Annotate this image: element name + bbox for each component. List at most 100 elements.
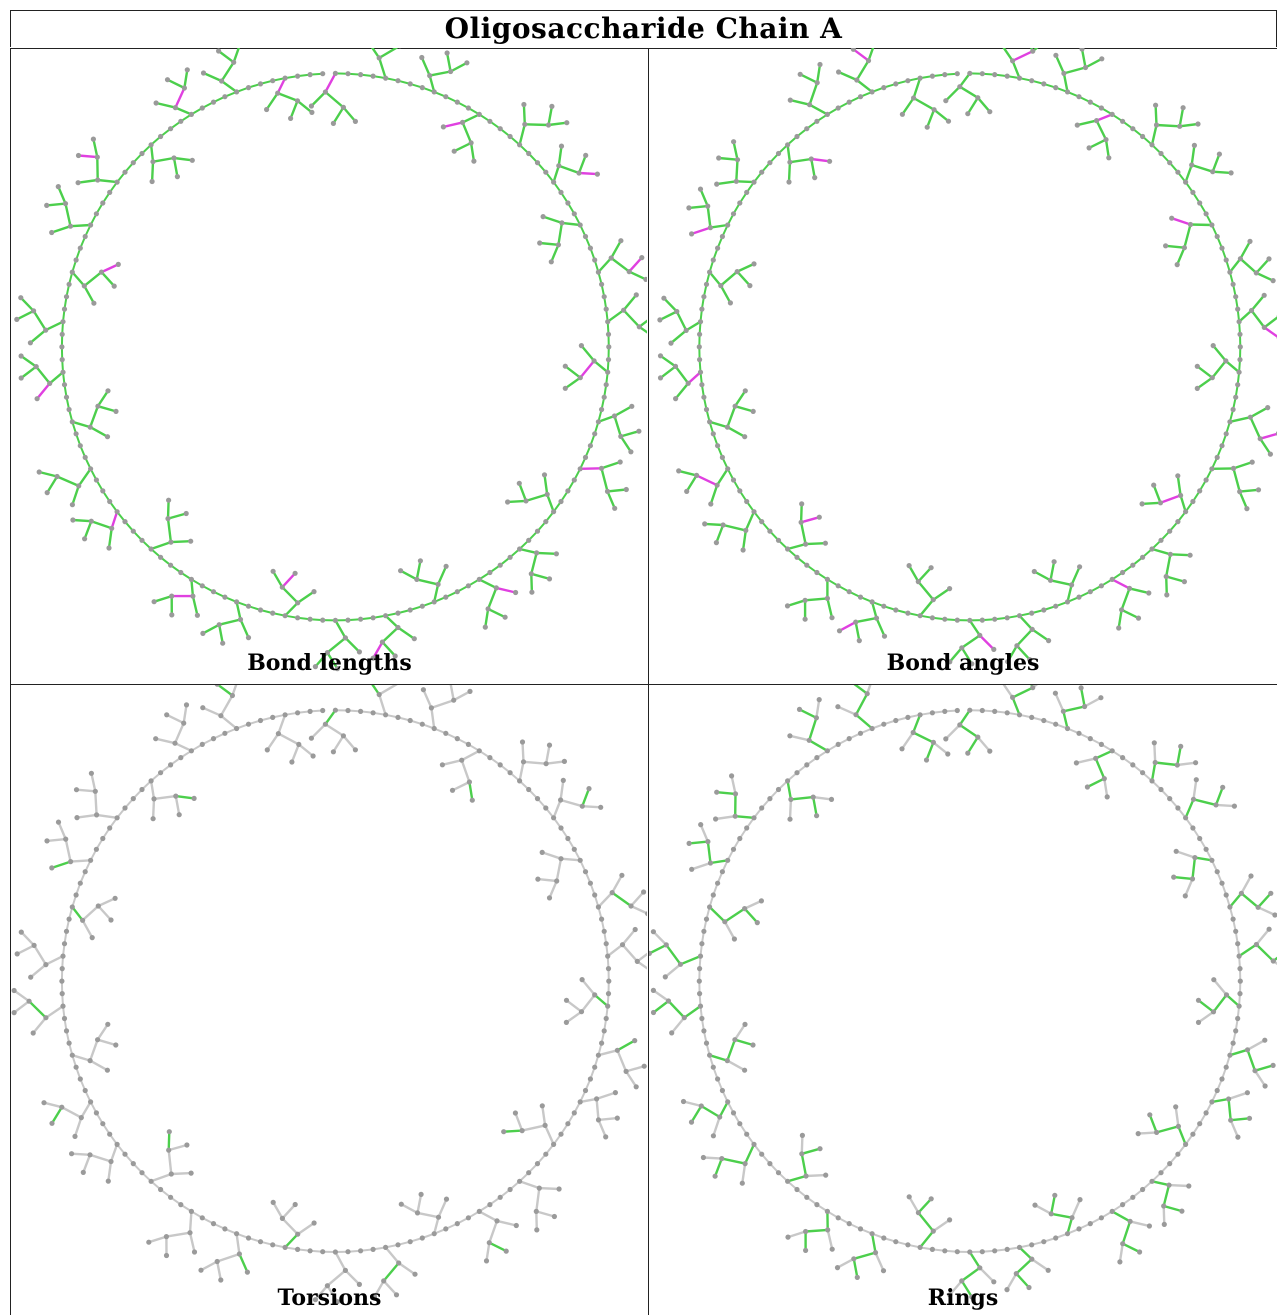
bond (1232, 467, 1241, 493)
atom (95, 403, 101, 409)
bond (1002, 48, 1014, 63)
atom (822, 540, 828, 546)
atom (558, 143, 565, 149)
atom (701, 928, 707, 934)
bond (1118, 1242, 1124, 1264)
atom (1266, 256, 1272, 262)
bond (687, 204, 709, 210)
bond (675, 310, 688, 332)
atom (1052, 690, 1058, 696)
panel-bond-angles: Bond angles (648, 48, 1277, 684)
atom (72, 1133, 78, 1139)
bond (1228, 1048, 1249, 1057)
atom (1178, 492, 1184, 498)
atom (1227, 1052, 1233, 1058)
bond (619, 435, 633, 453)
atom (794, 1186, 800, 1193)
atom (1041, 717, 1047, 724)
atom (987, 748, 993, 754)
atom (1120, 118, 1126, 124)
atom (829, 615, 835, 621)
atom (105, 388, 111, 394)
atom (555, 242, 562, 248)
bond (88, 1059, 109, 1072)
atom (551, 509, 557, 515)
atom (100, 200, 106, 206)
atom (551, 1213, 558, 1220)
atom (166, 1129, 172, 1135)
bond (682, 1100, 703, 1108)
atom (69, 1151, 75, 1157)
bond (1238, 490, 1249, 510)
bond (384, 614, 400, 629)
atom (1220, 784, 1226, 790)
atom (234, 1231, 240, 1237)
bond (743, 899, 763, 910)
bond (552, 164, 560, 184)
atom (82, 869, 88, 875)
bond (173, 721, 185, 745)
atom (564, 120, 570, 126)
atom (582, 233, 589, 240)
bond (717, 156, 739, 161)
bond (437, 1197, 448, 1219)
bond (679, 954, 702, 966)
bond (522, 103, 526, 126)
atom (1149, 546, 1155, 552)
bond (97, 897, 117, 908)
atom (592, 1064, 598, 1070)
atom (636, 324, 642, 330)
atom (107, 1131, 113, 1137)
bond (1103, 777, 1109, 799)
atom (742, 1067, 748, 1073)
bond (1049, 579, 1073, 587)
atom (578, 343, 585, 349)
bond (1066, 583, 1073, 604)
atom (395, 78, 401, 84)
atom (1120, 1202, 1126, 1208)
bond (1165, 575, 1186, 583)
bond (649, 943, 668, 955)
atom (586, 786, 592, 792)
atom (1244, 1090, 1250, 1096)
bond (826, 597, 834, 619)
atom (817, 1146, 823, 1152)
bond (296, 590, 316, 604)
bond (1011, 696, 1021, 716)
atom (551, 179, 557, 185)
bond (733, 814, 756, 820)
atom (1197, 1121, 1203, 1127)
atom (737, 488, 743, 494)
atom (804, 1194, 810, 1200)
atom (598, 465, 605, 471)
atom (312, 664, 318, 670)
atom (1261, 324, 1267, 330)
atom (534, 1161, 541, 1167)
bond (958, 72, 971, 88)
atom (992, 72, 998, 78)
bond (1015, 1272, 1031, 1289)
atom (725, 466, 731, 472)
atom (697, 319, 704, 325)
bond (485, 1241, 491, 1263)
atom (1109, 576, 1115, 583)
bond (715, 180, 738, 186)
atom (1233, 928, 1239, 934)
atom (1041, 1239, 1047, 1245)
atom (383, 1244, 389, 1250)
atom (82, 454, 88, 460)
bond (1005, 1272, 1018, 1291)
atom (257, 607, 264, 613)
atom (108, 1158, 114, 1165)
atom (799, 501, 805, 507)
bond (83, 270, 103, 288)
bond (557, 221, 564, 247)
bond (69, 223, 92, 228)
bond (1177, 1125, 1187, 1146)
atom (605, 369, 611, 375)
atom (945, 118, 952, 124)
bond (786, 1174, 808, 1183)
atom (967, 1249, 973, 1255)
atom (674, 308, 680, 315)
atom (164, 77, 171, 83)
